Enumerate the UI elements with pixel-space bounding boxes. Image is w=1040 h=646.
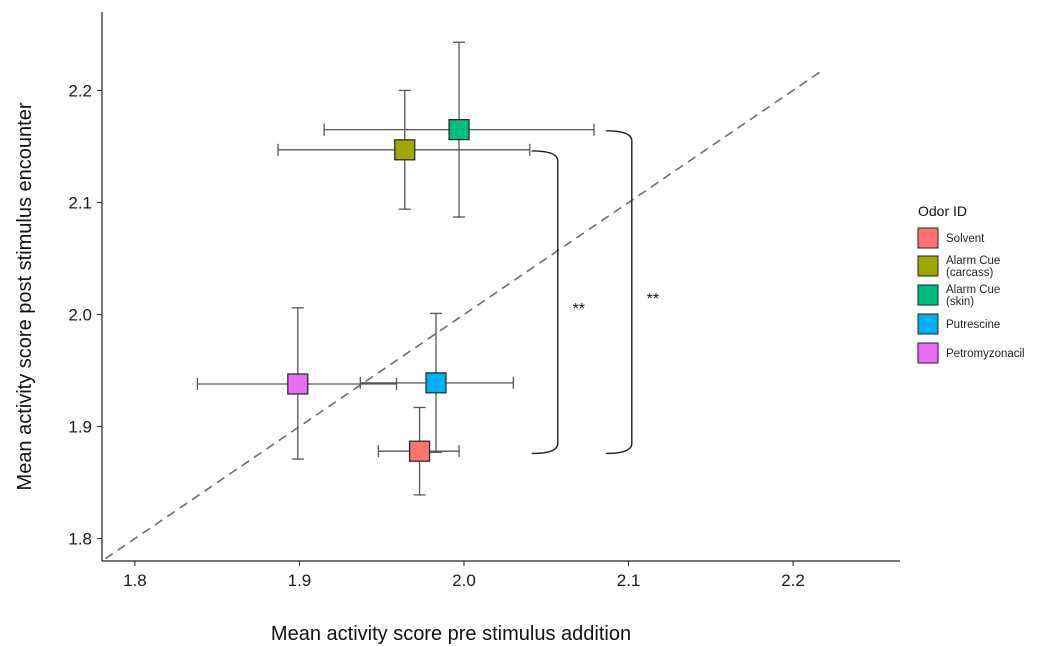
legend-label-line: (carcass) bbox=[946, 267, 993, 279]
legend-label-line: Solvent bbox=[946, 233, 985, 245]
data-point bbox=[394, 139, 416, 161]
y-tick-label: 2.2 bbox=[68, 81, 92, 100]
reference-line bbox=[104, 69, 824, 560]
legend-label-line: (skin) bbox=[946, 296, 974, 308]
data-point bbox=[408, 440, 431, 462]
legend-title: Odor ID bbox=[918, 203, 967, 219]
legend-label-line: Alarm Cue bbox=[946, 284, 1000, 296]
data-point bbox=[425, 372, 447, 394]
legend-key bbox=[917, 313, 939, 335]
y-tick-label: 2.0 bbox=[68, 306, 92, 325]
legend-label-line: Putrescine bbox=[946, 319, 1000, 331]
x-axis-title: Mean activity score pre stimulus additio… bbox=[271, 623, 631, 645]
y-tick-label: 2.1 bbox=[68, 193, 92, 212]
significance-bracket bbox=[605, 130, 633, 455]
x-tick-label: 1.9 bbox=[288, 571, 312, 590]
legend-key bbox=[917, 284, 939, 306]
significance-brackets: ** ** bbox=[531, 130, 659, 455]
y-tick-label: 1.9 bbox=[68, 418, 92, 437]
y-axis-title: Mean activity score post stimulus encoun… bbox=[14, 102, 36, 490]
x-tick-label: 2.2 bbox=[781, 571, 805, 590]
legend-label: Putrescine bbox=[946, 319, 1000, 331]
x-tick-label: 2.1 bbox=[617, 571, 641, 590]
reference-line-group bbox=[104, 69, 824, 560]
legend-label: Solvent bbox=[946, 233, 985, 245]
legend-label-line: Petromyzonacil bbox=[946, 348, 1025, 360]
error-bars bbox=[196, 41, 595, 496]
legend-label: Petromyzonacil bbox=[946, 348, 1025, 360]
legend-key bbox=[917, 227, 939, 249]
x-tick-label: 2.0 bbox=[452, 571, 476, 590]
y-tick-label: 1.8 bbox=[68, 530, 92, 549]
legend-label: Alarm Cue (skin) bbox=[946, 284, 1000, 308]
x-tick-label: 1.8 bbox=[123, 571, 147, 590]
data-point bbox=[448, 119, 470, 141]
legend-label: Alarm Cue (carcass) bbox=[946, 255, 1000, 279]
axes: 1.8 1.9 2.0 2.1 2.2 1.8 1.9 2.0 2.1 2.2 bbox=[68, 12, 900, 590]
significance-label: ** bbox=[647, 291, 659, 308]
legend-key bbox=[917, 255, 939, 277]
significance-bracket bbox=[531, 150, 559, 455]
data-points bbox=[287, 119, 470, 462]
data-point bbox=[287, 373, 309, 395]
significance-label: ** bbox=[573, 301, 585, 318]
legend-label-line: Alarm Cue bbox=[946, 255, 1000, 267]
legend-key bbox=[917, 342, 939, 364]
